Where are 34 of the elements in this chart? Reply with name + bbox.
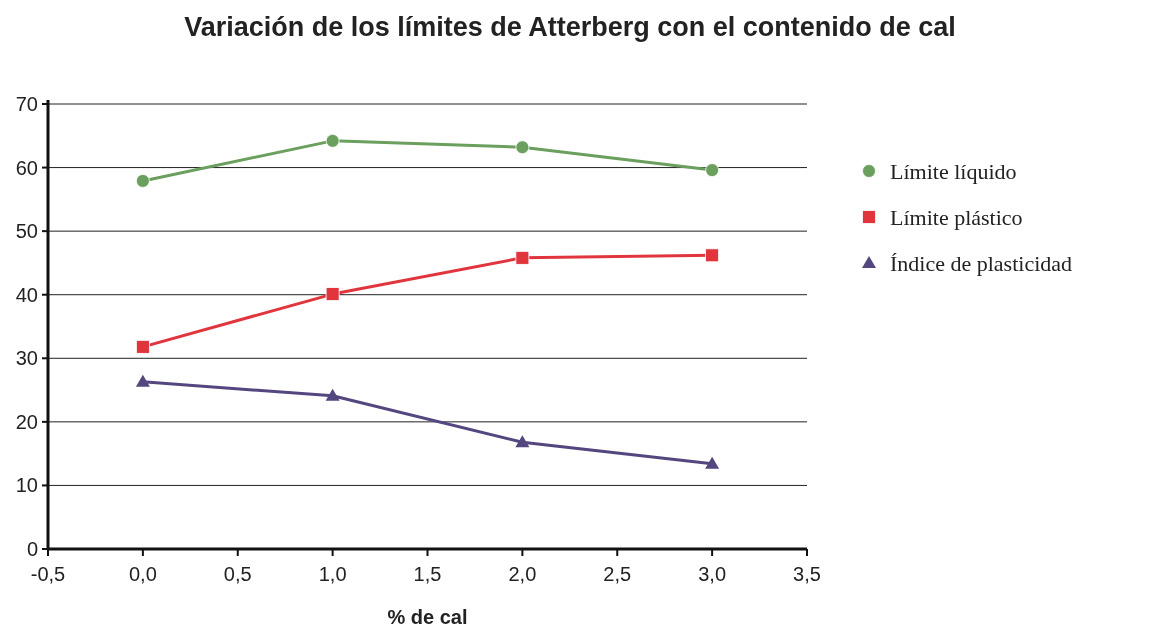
y-tick-label: 10: [15, 474, 38, 497]
x-tick-label: 2,0: [508, 563, 537, 585]
point: [705, 163, 720, 178]
x-tick-label: 3,0: [698, 563, 727, 585]
y-tick-label: 0: [26, 538, 38, 560]
point: [515, 250, 530, 265]
x-tick-label: 0,0: [128, 563, 157, 585]
point: [705, 456, 720, 469]
x-axis-title: % de cal: [387, 606, 468, 628]
chart-title: Variación de los límites de Atterberg con el contenido de cal: [184, 12, 956, 42]
y-tick-label: 70: [15, 93, 38, 115]
y-tick-label: 40: [15, 283, 38, 306]
x-tick-label: 2,5: [603, 563, 632, 585]
x-tick-label: 0,5: [223, 563, 252, 585]
y-tick-label: 60: [15, 156, 38, 179]
point: [325, 388, 340, 401]
x-tick-label: -0,5: [30, 563, 66, 585]
x-tick-label: 1,0: [318, 563, 347, 585]
point: [135, 174, 150, 188]
point: [325, 133, 340, 148]
x-tick-label: 1,5: [413, 563, 442, 585]
legend-label: Límite líquido: [890, 158, 1017, 184]
point: [705, 248, 720, 263]
legend-label: Límite plástico: [890, 204, 1023, 230]
point: [135, 339, 150, 354]
x-tick-label: 3,5: [793, 563, 821, 585]
legend-label: Índice de plasticidad: [890, 250, 1073, 276]
y-tick-label: 50: [15, 220, 38, 243]
y-tick-label: 30: [15, 347, 38, 370]
point: [515, 140, 530, 155]
point: [515, 435, 530, 448]
y-tick-label: 20: [15, 410, 38, 433]
point: [135, 374, 150, 387]
point: [325, 287, 340, 301]
